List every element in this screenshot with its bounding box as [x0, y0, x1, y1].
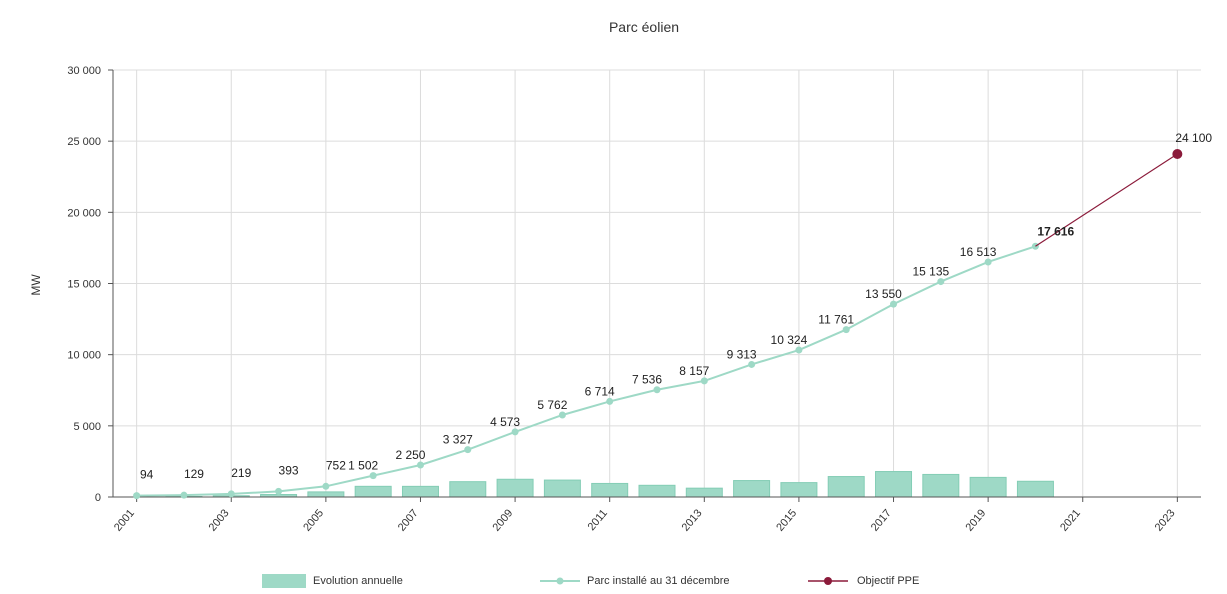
installed-capacity-label: 15 135: [912, 265, 949, 279]
bar: [591, 482, 629, 498]
y-tick-label: 20 000: [67, 207, 101, 219]
installed-capacity-label: 11 761: [818, 313, 854, 327]
grid-lines: [113, 69, 1201, 497]
bar: [449, 481, 487, 498]
installed-capacity-point: [227, 490, 235, 498]
installed-capacity-point: [180, 491, 188, 499]
bar: [827, 476, 865, 498]
legend-swatch-annual: [262, 574, 306, 588]
objective-ppe-line: [1035, 153, 1178, 247]
installed-capacity-point: [322, 482, 330, 490]
installed-capacity-label: 8 157: [679, 364, 709, 378]
installed-capacity-point: [842, 326, 850, 334]
x-tick-label: 2003: [207, 507, 232, 533]
installed-capacity-point: [558, 411, 566, 419]
installed-capacity-point: [606, 397, 614, 405]
x-tick-label: 2023: [1153, 507, 1178, 533]
installed-capacity-point: [890, 300, 898, 308]
bar: [307, 491, 345, 498]
legend-label-installed: Parc installé au 31 décembre: [587, 575, 729, 587]
bar: [969, 476, 1007, 498]
installed-capacity-point: [795, 346, 803, 354]
installed-capacity-label: 16 513: [960, 245, 997, 259]
legend-label-annual: Evolution annuelle: [313, 575, 403, 587]
bar: [685, 487, 723, 498]
x-tick-label: 2013: [680, 507, 705, 533]
bar: [543, 479, 581, 498]
bar: [780, 482, 818, 498]
bar: [401, 485, 439, 498]
installed-capacity-point: [369, 472, 377, 480]
x-tick-label: 2009: [490, 507, 515, 533]
installed-capacity-label: 1 502: [348, 459, 378, 473]
installed-capacity-label: 393: [279, 463, 299, 477]
data-labels: 94 129 219 393 752 1 502 2 250 3 327 4 573 5 762 6…: [140, 131, 1212, 482]
legend-marker-installed: [556, 577, 564, 585]
installed-capacity-point: [748, 360, 756, 368]
objective-ppe-label: 24 100: [1175, 131, 1212, 145]
bar: [354, 485, 392, 498]
y-tick-label: 15 000: [67, 279, 101, 291]
installed-capacity-point: [416, 461, 424, 469]
x-tick-label: 2001: [112, 507, 137, 533]
legend-label-objective: Objectif PPE: [857, 575, 919, 587]
installed-capacity-label: 10 324: [771, 333, 808, 347]
y-tick-label: 10 000: [67, 350, 101, 362]
bar: [496, 478, 534, 498]
installed-capacity-label: 5 762: [537, 398, 567, 412]
installed-capacity-point: [653, 386, 661, 394]
installed-capacity-point: [937, 278, 945, 286]
axes: 0 5 000 10 000 15 000 20 000 25 000 30 000 2001…: [67, 65, 1201, 534]
x-tick-label: 2015: [774, 507, 799, 533]
installed-capacity-point: [984, 258, 992, 266]
installed-capacity-point: [275, 487, 283, 495]
bar: [922, 473, 960, 498]
y-tick-label: 0: [95, 492, 101, 504]
installed-capacity-label: 2 250: [395, 448, 425, 462]
y-tick-label: 30 000: [67, 65, 101, 77]
bar: [638, 484, 676, 498]
bar: [1016, 480, 1054, 498]
legend: Evolution annuelle Parc installé au 31 dé…: [262, 574, 919, 588]
x-tick-label: 2007: [396, 507, 421, 533]
installed-capacity-label: 4 573: [490, 415, 520, 429]
bar: [733, 480, 771, 498]
installed-capacity-label: 13 550: [865, 287, 902, 301]
installed-capacity-label: 129: [184, 467, 204, 481]
y-axis-label: MW: [29, 274, 43, 296]
installed-capacity-point: [511, 428, 519, 436]
legend-marker-objective: [824, 577, 832, 585]
bar: [875, 471, 913, 498]
x-tick-label: 2021: [1058, 507, 1083, 533]
x-tick-label: 2011: [586, 507, 610, 533]
y-tick-label: 25 000: [67, 136, 101, 148]
installed-capacity-label: 6 714: [585, 384, 615, 398]
chart-title: Parc éolien: [609, 19, 679, 35]
installed-capacity-line: [136, 245, 1036, 497]
installed-capacity-label: 3 327: [443, 433, 473, 447]
y-tick-label: 5 000: [73, 421, 101, 433]
installed-capacity-label: 94: [140, 468, 154, 482]
installed-capacity-point: [133, 492, 141, 500]
objective-ppe-point: [1172, 148, 1183, 159]
line-series: [133, 148, 1183, 500]
x-tick-label: 2005: [301, 507, 326, 533]
installed-capacity-point: [700, 377, 708, 385]
installed-capacity-point: [464, 446, 472, 454]
installed-capacity-label: 219: [231, 466, 251, 480]
installed-capacity-label: 9 313: [727, 347, 757, 361]
installed-capacity-label: 752: [326, 458, 346, 472]
installed-capacity-label: 7 536: [632, 373, 662, 387]
installed-capacity-label: 17 616: [1037, 224, 1074, 238]
x-tick-label: 2017: [869, 507, 894, 533]
x-tick-label: 2019: [963, 507, 988, 533]
